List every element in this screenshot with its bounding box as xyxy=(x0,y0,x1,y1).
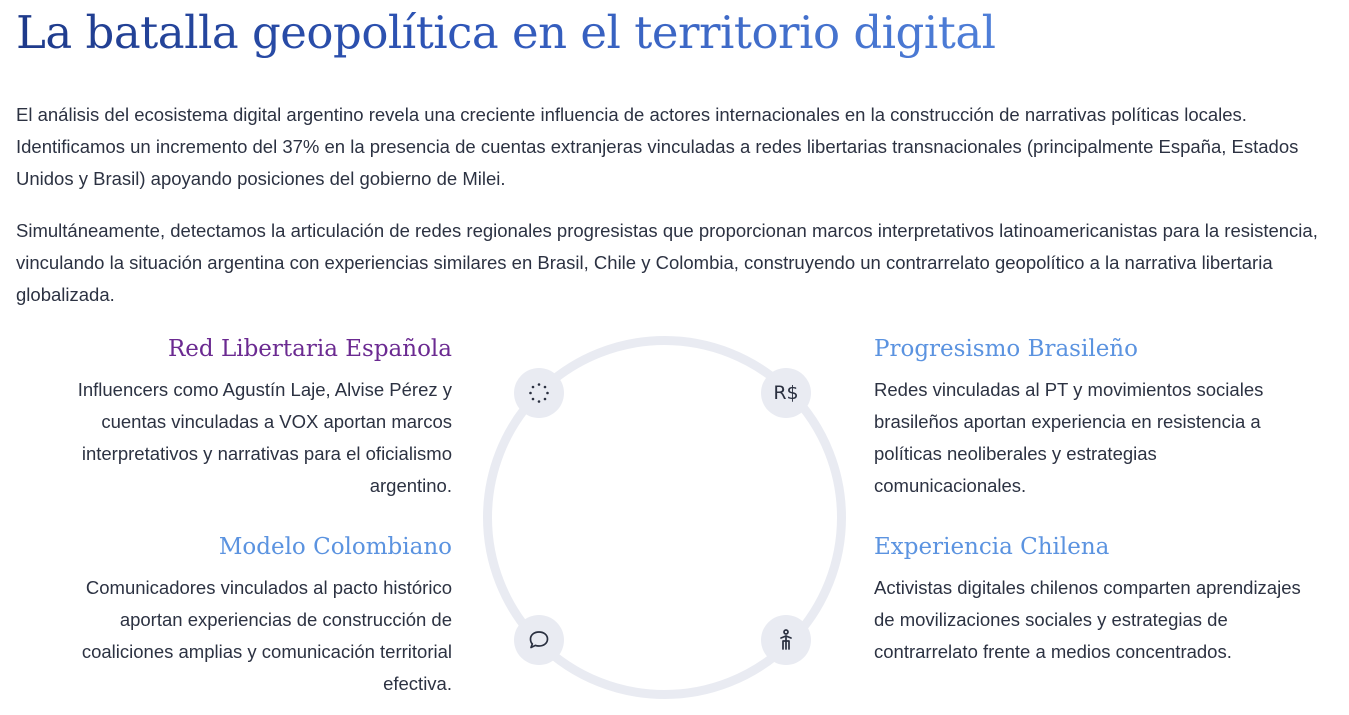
card-title: Experiencia Chilena xyxy=(874,534,1110,560)
card-text: Redes vinculadas al PT y movimientos soc… xyxy=(874,379,1264,496)
chat-bubble-icon xyxy=(529,631,549,649)
loader-dots-icon xyxy=(529,383,549,403)
card-text: Influencers como Agustín Laje, Alvise Pé… xyxy=(77,379,452,496)
card-title: Modelo Colombiano xyxy=(218,534,452,560)
network-ring xyxy=(483,336,846,699)
card-text: Comunicadores vinculados al pacto histór… xyxy=(81,577,452,694)
card-text: Activistas digitales chilenos comparten … xyxy=(874,577,1301,662)
card-modelo-colombiano: Modelo Colombiano Comunicadores vinculad… xyxy=(32,531,452,700)
card-title: Progresismo Brasileño xyxy=(874,336,1138,362)
page-title: La batalla geopolítica en el territorio … xyxy=(16,2,996,64)
chat-node xyxy=(514,615,564,665)
card-red-libertaria-espanola: Red Libertaria Española Influencers como… xyxy=(32,333,452,502)
loader-dots-node xyxy=(514,368,564,418)
card-title: Red Libertaria Española xyxy=(167,336,452,362)
intro-paragraph-1: El análisis del ecosistema digital argen… xyxy=(16,104,1299,189)
currency-node: R$ xyxy=(761,368,811,418)
intro-paragraph-2: Simultáneamente, detectamos la articulac… xyxy=(16,220,1318,305)
card-progresismo-brasileno: Progresismo Brasileño Redes vinculadas a… xyxy=(874,333,1314,502)
currency-real-icon: R$ xyxy=(773,382,799,404)
person-node xyxy=(761,615,811,665)
card-experiencia-chilena: Experiencia Chilena Activistas digitales… xyxy=(874,531,1314,668)
person-icon xyxy=(780,629,792,650)
